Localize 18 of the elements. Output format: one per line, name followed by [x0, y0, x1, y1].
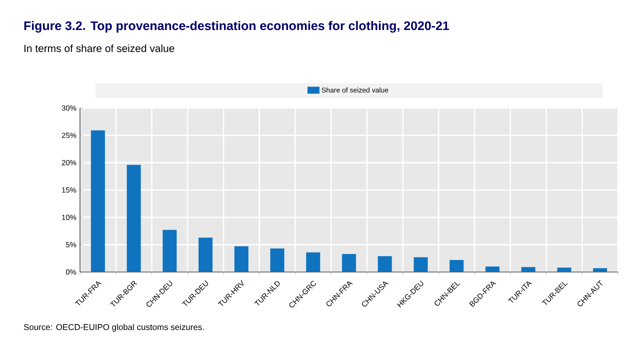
- bar: [521, 267, 536, 272]
- bar: [270, 248, 284, 272]
- bar: [234, 246, 248, 272]
- bar: [414, 257, 428, 272]
- chart-subtitle: In terms of share of seized value: [24, 44, 174, 52]
- bar: [162, 230, 177, 272]
- bar: [557, 268, 572, 272]
- bar: [198, 238, 213, 272]
- bar: [306, 252, 320, 272]
- bar: [485, 266, 500, 272]
- chart-title: Figure 3.2. Top provenance-destination economies for clothing, 2020-21: [24, 20, 449, 33]
- bar: [342, 254, 356, 272]
- source-note: Source: OECD-EUIPO global customs seizures.: [24, 324, 204, 332]
- bar: [90, 130, 105, 272]
- bar: [378, 256, 392, 272]
- bar: [126, 164, 141, 272]
- bar: [450, 260, 464, 272]
- bar: [593, 268, 608, 272]
